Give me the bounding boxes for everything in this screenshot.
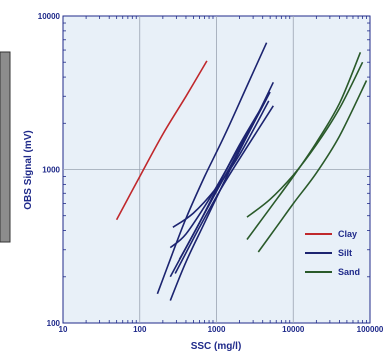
silt-series-line [172,100,270,228]
x-tick-label: 10 [59,325,68,334]
legend-label-sand: Sand [338,267,360,277]
y-tick-label: 1000 [42,166,60,175]
x-tick-label: 100 [133,325,147,334]
y-axis-title: OBS Signal (mV) [23,130,34,209]
silt-series-line [169,81,275,249]
x-tick-label: 1000 [208,325,226,334]
silt-series-line [156,42,268,295]
side-panel [0,51,11,243]
legend: Clay Silt Sand [305,229,360,277]
y-tick-label: 10000 [38,12,61,21]
axis-ticks [63,16,370,323]
x-tick-label: 100000 [357,325,384,334]
grid-lines [63,16,370,323]
x-tick-label: 10000 [282,325,305,334]
clay-series-line [115,60,208,221]
legend-label-clay: Clay [338,229,357,239]
y-tick-label: 100 [47,319,61,328]
legend-label-silt: Silt [338,248,352,258]
silt-series-line [174,105,274,274]
sand-series-line [257,80,368,253]
sand-series-line [246,61,364,218]
x-axis-title: SSC (mg/l) [191,341,242,352]
series-layer [115,42,368,301]
